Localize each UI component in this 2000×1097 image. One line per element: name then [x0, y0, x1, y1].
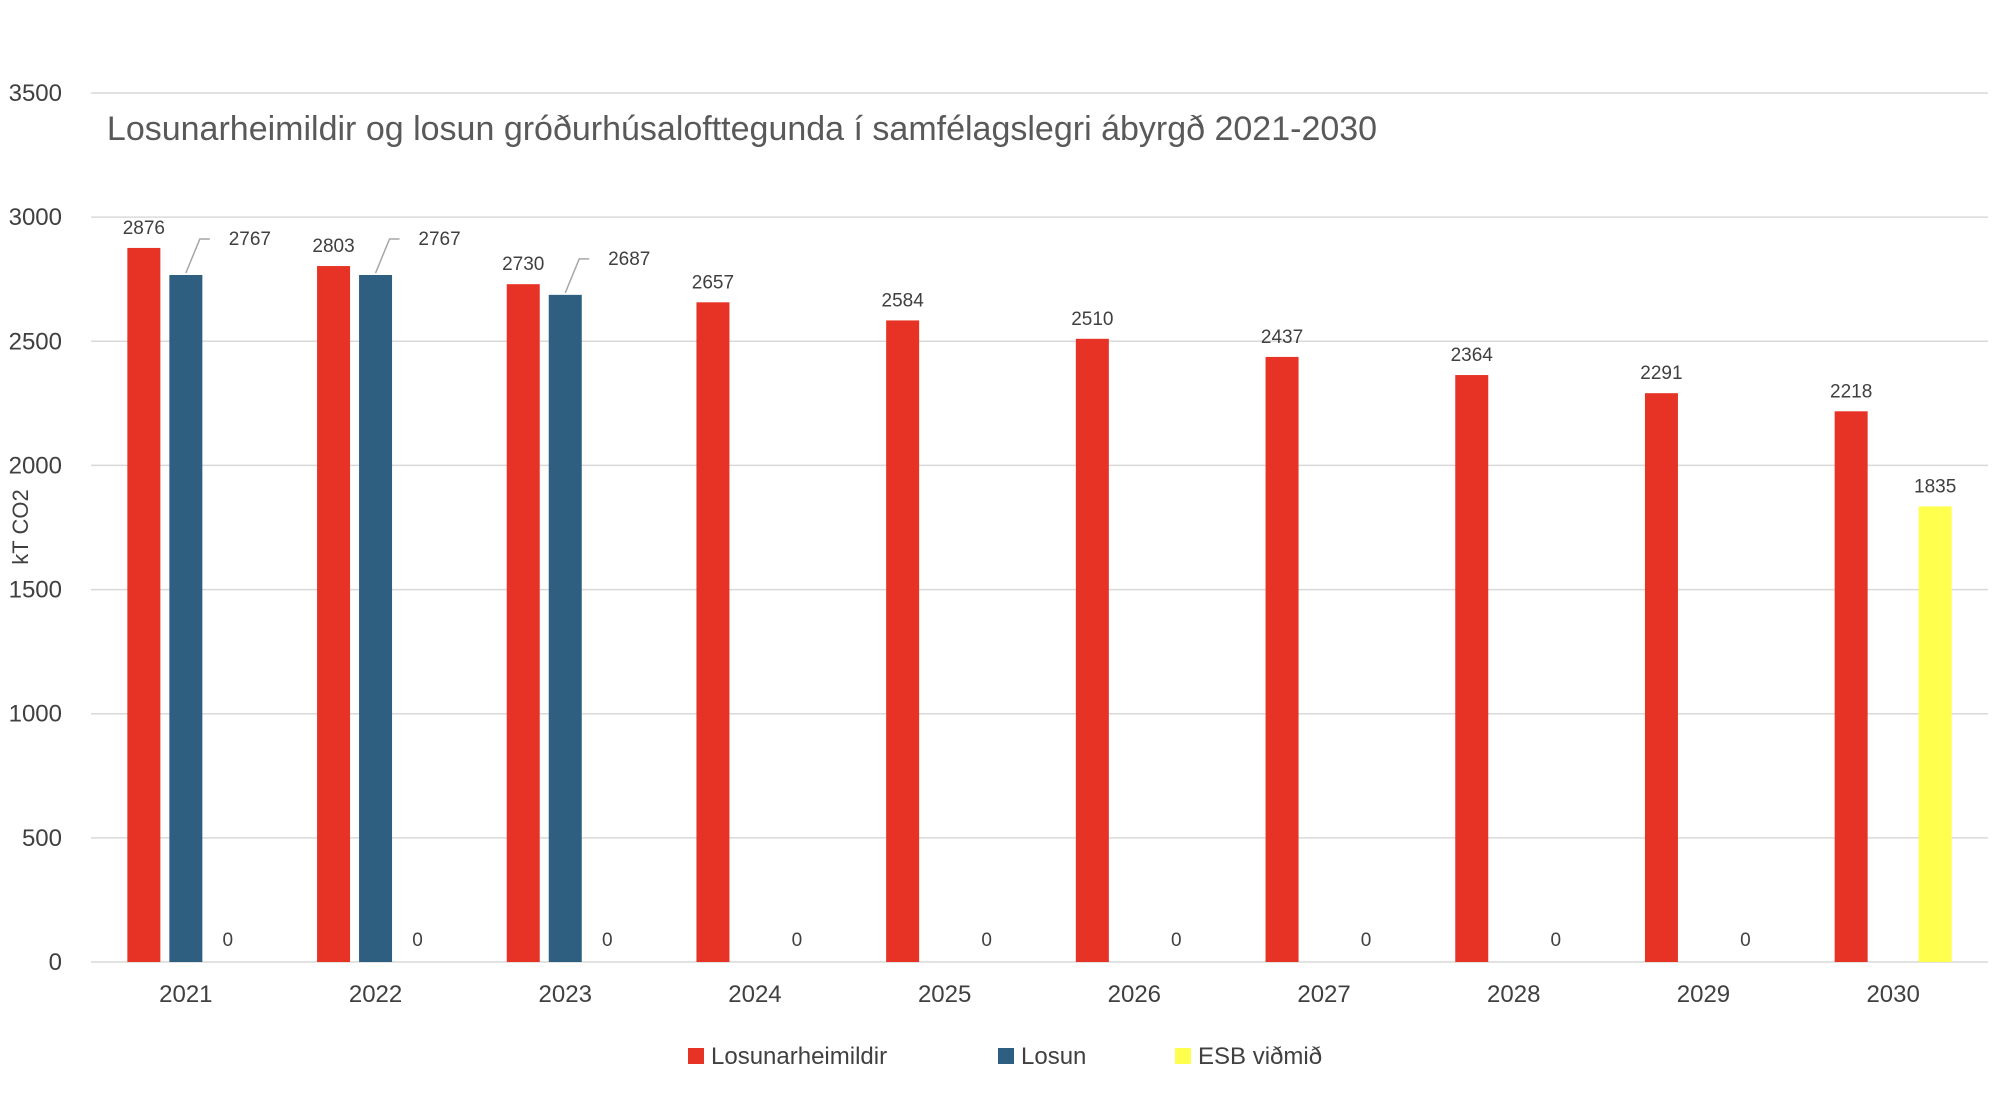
bar-losunarheimildir-2027 [1265, 356, 1299, 962]
data-label: 2803 [312, 236, 354, 257]
data-label: 2767 [418, 229, 460, 250]
data-labels: 2876 2803 2730 2657 2584 2510 2437 2364 2291 2218… [123, 218, 1957, 951]
bar-losun-2021 [169, 274, 203, 963]
y-tick-label: 1500 [9, 577, 62, 604]
x-tick-label: 2027 [1297, 981, 1350, 1008]
data-label: 2218 [1830, 381, 1872, 402]
data-label: 0 [1550, 930, 1561, 951]
x-tick-label: 2023 [539, 981, 592, 1008]
chart-title: Losunarheimildir og losun gróðurhúsaloft… [107, 110, 1377, 148]
data-label: 2584 [882, 290, 925, 311]
legend-label: ESB viðmið [1198, 1043, 1322, 1070]
bar-losunarheimildir-2026 [1075, 338, 1109, 962]
data-label: 0 [223, 930, 234, 951]
bar-losunarheimildir-2021 [127, 247, 161, 962]
data-label: 0 [1361, 930, 1372, 951]
legend-swatch [688, 1048, 704, 1064]
data-label: 0 [792, 930, 803, 951]
data-label: 0 [602, 930, 613, 951]
x-tick-label: 2028 [1487, 981, 1540, 1008]
bar-losun-2023 [548, 294, 582, 962]
data-label: 2510 [1071, 309, 1113, 330]
legend-swatch [1175, 1048, 1191, 1064]
data-label: 2657 [692, 272, 734, 293]
y-tick-label: 0 [49, 949, 62, 976]
y-tick-label: 3500 [9, 80, 62, 107]
y-axis-label: kT CO2 [8, 489, 33, 564]
bar-losunarheimildir-2025 [886, 320, 920, 963]
x-tick-label: 2029 [1677, 981, 1730, 1008]
y-tick-label: 2500 [9, 328, 62, 355]
bar-losunarheimildir-2022 [317, 266, 351, 962]
data-label: 0 [1171, 930, 1182, 951]
data-label: 0 [1740, 930, 1751, 951]
x-axis-ticks: 2021 2022 2023 2024 2025 2026 2027 2028 2029 2030 [159, 981, 1920, 1008]
bar-losunarheimildir-2023 [506, 284, 540, 962]
data-label: 2730 [502, 254, 544, 275]
y-tick-label: 500 [22, 825, 62, 852]
x-tick-label: 2024 [728, 981, 781, 1008]
x-tick-label: 2026 [1108, 981, 1161, 1008]
data-label: 2364 [1451, 345, 1494, 366]
y-axis-ticks: 0 500 1000 1500 2000 2500 3000 3500 [9, 80, 62, 976]
bar-losunarheimildir-2024 [696, 302, 730, 962]
data-label: 1835 [1914, 476, 1956, 497]
data-label: 0 [981, 930, 992, 951]
y-tick-label: 3000 [9, 204, 62, 231]
bar-esb-vi-mi--2030 [1918, 506, 1952, 962]
data-label: 0 [412, 930, 423, 951]
bars [127, 247, 1952, 963]
data-label: 2687 [608, 249, 650, 270]
leader-line [564, 258, 590, 294]
y-tick-label: 1000 [9, 701, 62, 728]
leader-line [374, 238, 400, 274]
x-tick-label: 2030 [1866, 981, 1919, 1008]
gridlines [91, 92, 1988, 963]
data-label: 2437 [1261, 327, 1303, 348]
bar-losunarheimildir-2028 [1455, 375, 1489, 962]
leader-line [185, 238, 210, 274]
bar-losunarheimildir-2029 [1644, 393, 1678, 962]
bar-losunarheimildir-2030 [1834, 411, 1868, 963]
legend-label: Losunarheimildir [711, 1043, 887, 1070]
legend-swatch [998, 1048, 1014, 1064]
legend-label: Losun [1021, 1043, 1086, 1070]
bar-losun-2022 [359, 274, 393, 963]
legend: Losunarheimildir Losun ESB viðmið [688, 1043, 1322, 1070]
x-tick-label: 2022 [349, 981, 402, 1008]
data-label: 2876 [123, 218, 165, 239]
x-tick-label: 2021 [159, 981, 212, 1008]
data-label: 2767 [229, 229, 271, 250]
x-tick-label: 2025 [918, 981, 971, 1008]
y-tick-label: 2000 [9, 452, 62, 479]
data-label: 2291 [1640, 363, 1682, 384]
